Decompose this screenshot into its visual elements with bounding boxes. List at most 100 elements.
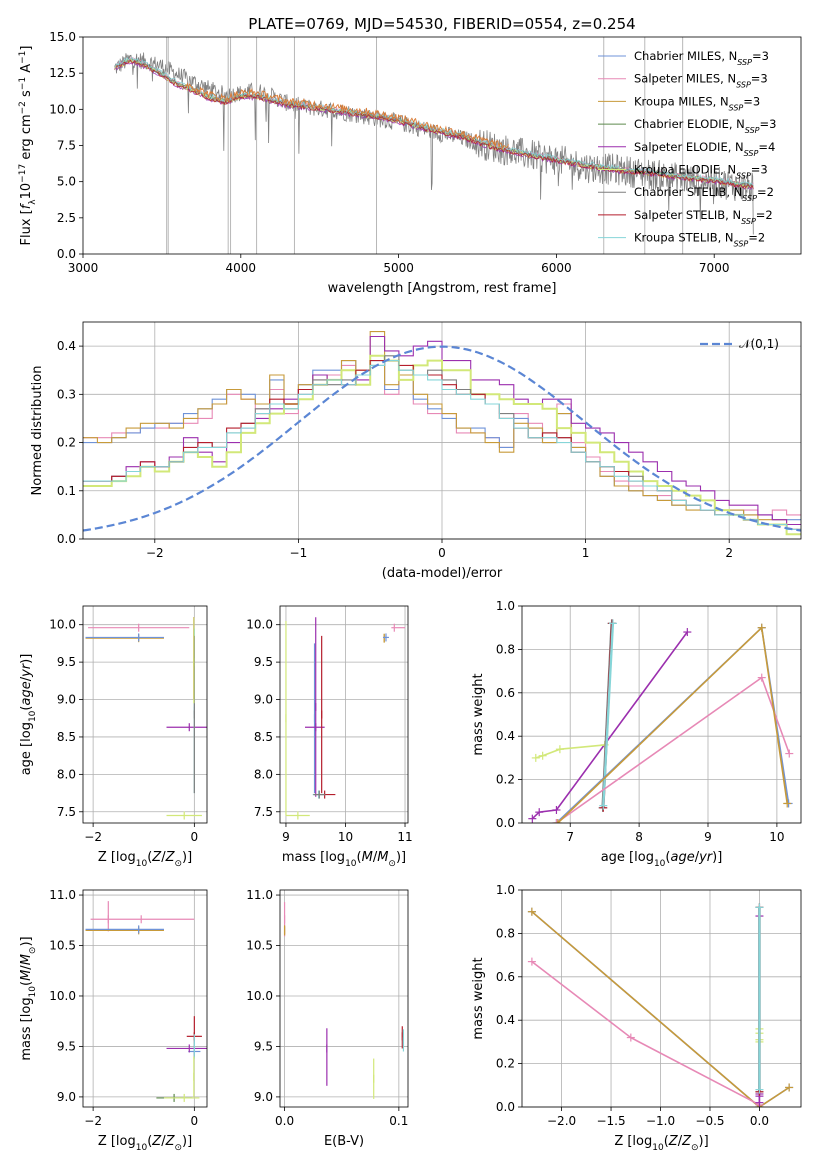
y-tick-label: 0.0 [57,247,76,261]
age_vs_Z-plot-area [85,617,207,820]
legend-nssp: =3 [760,117,777,131]
label-part: f [19,202,34,209]
legend-model: Kroupa ELODIE, N [634,163,736,177]
label-part: )] [19,654,34,664]
legend-sub: SSP [734,239,749,248]
y-axis-label: Flux [fλ10−17 erg cm−2 s−1 A−1] [18,46,38,246]
y-tick-label: 8.5 [57,730,76,744]
weight_vs_Z-plot-area [527,903,794,1107]
y-tick-label: 1.0 [496,883,515,897]
legend-nssp: =3 [751,163,768,177]
legend-nssp: =3 [752,49,769,63]
label-part: M [19,970,34,981]
y-tick-label: 10.5 [49,939,76,953]
legend-sub: SSP [736,80,751,89]
y-tick-label: 0.0 [496,816,515,830]
weight-line [531,960,760,1106]
normal-curve [83,345,801,532]
weight_vs_age-plot-area [528,619,794,823]
y-tick-label: 9.0 [254,693,273,707]
legend-label: Chabrier MILES, NSSP=3 [634,49,769,67]
y-tick-label: 15.0 [49,30,76,44]
label-part: )] [182,1134,192,1149]
y-tick-label: 9.0 [57,1090,76,1104]
y-tick-label: 9.0 [254,1090,273,1104]
x-axis-label: age [log10(age/yr)] [601,850,723,869]
legend-model: Salpeter STELIB, N [634,208,741,222]
label-part: ( [357,850,362,865]
label-part: 10 [136,1143,148,1153]
legend-label: Salpeter ELODIE, NSSP=4 [634,140,775,158]
y-tick-label: 11.0 [246,888,273,902]
label-part: )] [182,850,192,865]
label-part: / [373,850,378,865]
label-part: ( [664,1134,669,1149]
x-tick-label: −2.0 [547,1114,576,1128]
legend-model: Chabrier STELIB, N [634,185,742,199]
label-part: ] [19,46,34,51]
label-part: 10 [345,859,357,869]
label-part: Z [668,1134,679,1149]
weight-line [535,744,605,759]
legend-model: Kroupa STELIB, N [634,231,734,245]
x-tick-label: 9 [282,830,290,844]
histogram-series [83,360,801,530]
label-part: age [19,681,34,705]
label-part: 10 [136,859,148,869]
y-tick-label: 10.5 [246,939,273,953]
y-tick-label: 0.6 [496,686,515,700]
mass-vs-extinction-panel: 0.0 0.1 9.0 9.5 10.0 10.5 11.0 E(B-V) [246,888,408,1149]
age_vs_mass-plot-area [285,617,406,820]
mass_vs_ebv-plot-area [283,902,405,1099]
legend-sub: SSP [745,126,760,135]
label-part: Z [165,850,176,865]
label-part: 10 [652,1143,664,1153]
axes-frame [279,889,409,1108]
weight-line [602,623,615,806]
legend-model: Chabrier MILES, N [634,49,737,63]
x-tick-label: 10 [769,830,784,844]
label-part: M [362,850,373,865]
x-tick-label: 4000 [226,261,257,275]
x-tick-label: 9 [704,830,712,844]
x-tick-label: 0.0 [275,1114,294,1128]
label-part: / [161,1134,166,1149]
x-tick-label: −2 [84,830,102,844]
kroupa-miles-fit [185,82,509,150]
weight-line [557,626,788,823]
x-tick-label: 0.0 [750,1114,769,1128]
y-tick-label: 0.4 [496,729,515,743]
label-part: ⊙ [174,1143,182,1153]
label-part: ( [19,981,34,986]
age-vs-metallicity-panel: −2 07.58.08.59.09.510.0Z [log10(Z/Z⊙)]age… [19,605,208,869]
label-part: Z [log [614,1134,652,1149]
label-part: ( [147,1134,152,1149]
weight-line [555,626,790,823]
legend-label: Kroupa ELODIE, NSSP=3 [634,163,768,181]
label-part: −1 [18,77,28,90]
y-tick-label: 9.5 [57,1039,76,1053]
label-part: Flux [ [19,209,34,245]
x-tick-label: 1 [582,546,590,560]
legend-nssp: =3 [743,94,760,108]
y-tick-label: 0.4 [496,1013,515,1027]
y-tick-label: 7.5 [57,139,76,153]
label-part: ⊙ [28,947,38,955]
y-tick-label: 0.6 [496,970,515,984]
axes-frame [279,605,409,824]
x-tick-label: 0 [438,546,446,560]
y-tick-label: 10.0 [49,102,76,116]
label-part: ⊙ [174,859,182,869]
x-tick-label: 7000 [699,261,730,275]
x-tick-label: 0 [191,830,199,844]
x-tick-label: −2 [146,546,164,560]
y-tick-label: 7.5 [57,805,76,819]
x-tick-label: −2 [84,1114,102,1128]
y-tick-label: 10.0 [49,989,76,1003]
figure-title: PLATE=0769, MJD=54530, FIBERID=0554, z=0… [248,15,635,33]
label-part: Z [681,1134,692,1149]
label-part: age [log [601,850,654,865]
